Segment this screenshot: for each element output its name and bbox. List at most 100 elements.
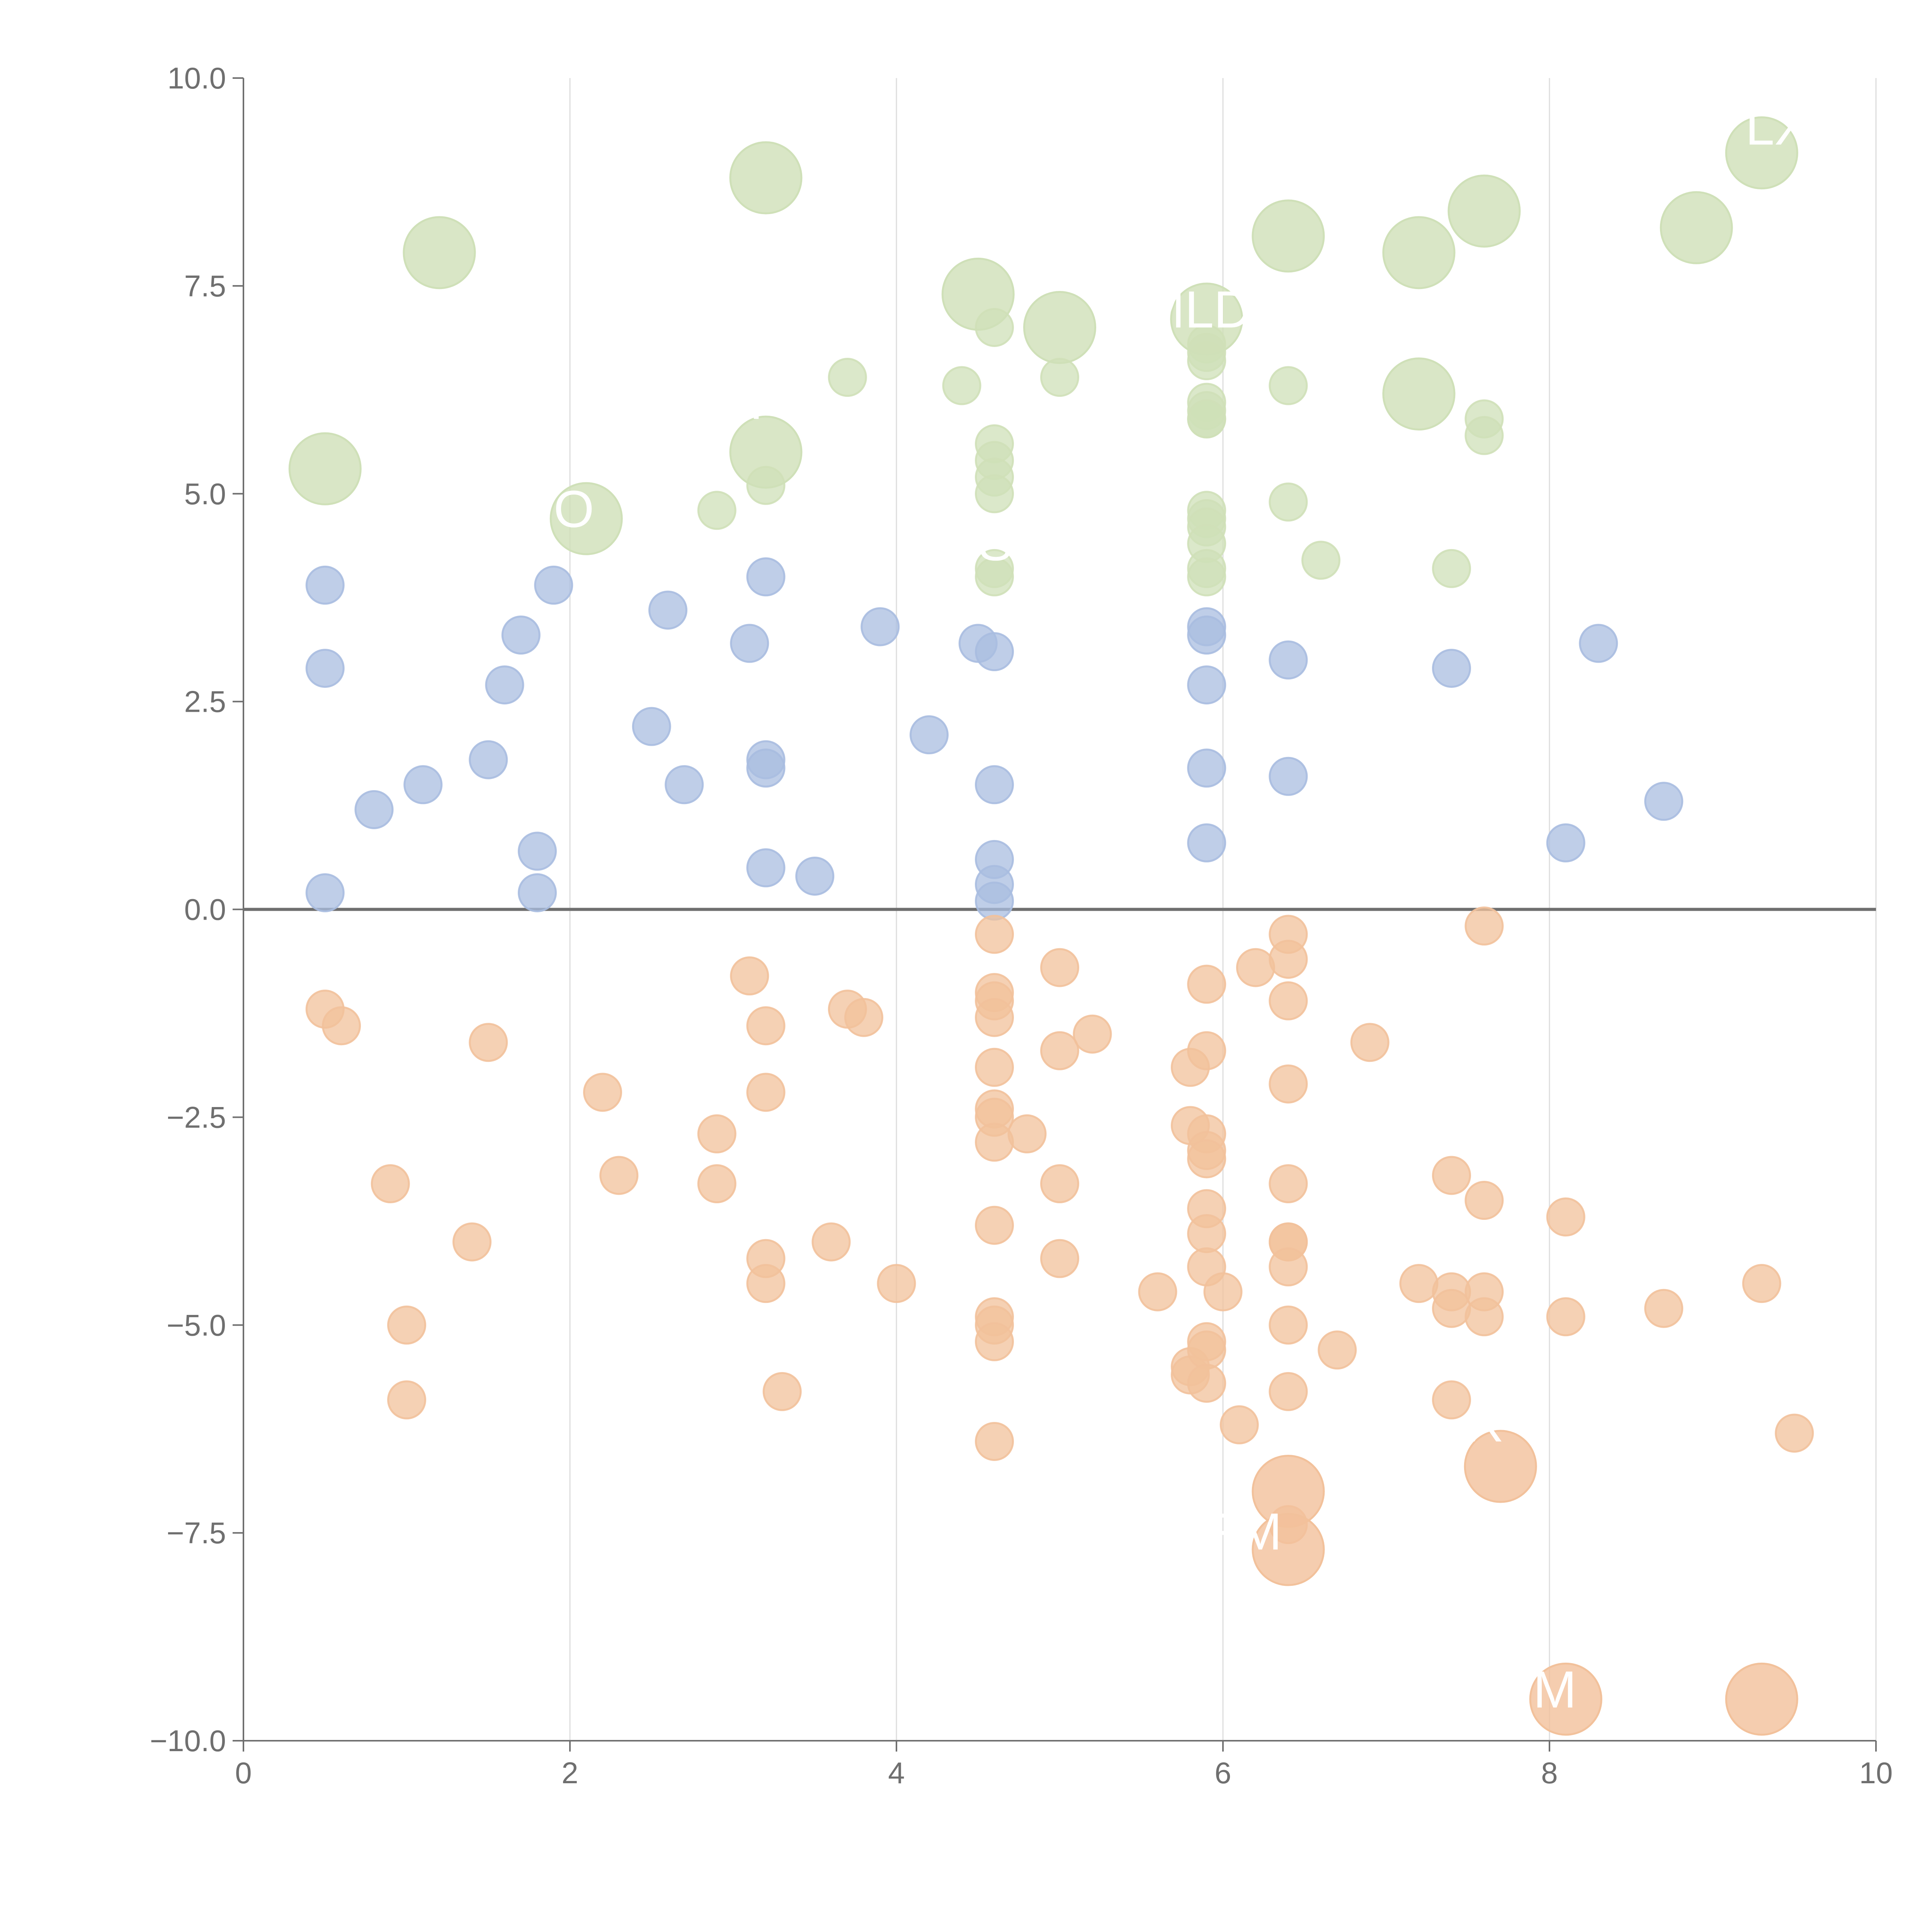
scatter-point [1399,1264,1439,1303]
scatter-point [1432,1289,1471,1328]
scatter-point [975,915,1014,954]
scatter-point [599,1156,639,1195]
scatter-point [1644,782,1684,821]
scatter-point [1464,906,1504,946]
scatter-point [648,590,687,630]
y-tick-label: −2.5 [167,1100,226,1134]
point-label: S [978,513,1013,571]
scatter-point [371,1164,410,1203]
scatter-point [1269,366,1308,405]
scatter-point [746,1006,786,1046]
scatter-point [746,557,786,597]
scatter-point [632,707,671,746]
scatter-point [1187,1214,1226,1253]
scatter-point [1318,1330,1357,1370]
scatter-point [1187,399,1226,439]
scatter-point [534,565,573,605]
scatter-point [1546,823,1585,862]
y-tick-label: −5.0 [167,1308,226,1342]
scatter-point [1040,1239,1079,1278]
x-tick-label: 2 [561,1756,578,1790]
y-tick-label: 10.0 [167,61,226,95]
scatter-point-large [1725,116,1798,190]
scatter-point [1236,948,1275,987]
scatter-point [1269,1372,1308,1411]
scatter-point-large [1464,1430,1537,1503]
y-tick-label: 2.5 [184,685,226,719]
x-tick-label: 6 [1214,1756,1231,1790]
scatter-point [387,1305,426,1345]
scatter-point [1269,1164,1308,1203]
scatter-point [1187,665,1226,705]
scatter-point [1187,748,1226,788]
scatter-point [1040,358,1079,397]
point-labels: MLDX LX O S P FM M X [554,97,1809,1719]
scatter-point-large [549,482,623,555]
point-label: X [1468,1394,1503,1452]
scatter-point [1269,1305,1308,1345]
axes: −10.0 −7.5 −5.0 −2.5 0.0 2.5 5.0 7.5 10.0 0 2 4 6 8 10 [150,61,1893,1790]
scatter-point [1040,948,1079,987]
point-label: MLDX [1141,280,1286,338]
scatter-point [910,715,949,755]
point-label: M [1533,1660,1577,1719]
y-tick-label: 5.0 [184,477,226,511]
scatter-point [1432,1156,1471,1195]
scatter-point [975,632,1014,672]
scatter-point [354,790,394,829]
scatter-point [877,1264,916,1303]
scatter-point [697,1114,736,1153]
scatter-point [1187,823,1226,862]
scatter-point [518,832,557,871]
scatter-point [975,1422,1014,1461]
scatter-point [1187,616,1226,655]
scatter-point [1187,1139,1226,1179]
scatter-point [1350,1023,1389,1062]
scatter-point-large [403,216,476,289]
scatter-point [746,848,786,888]
scatter-point [305,649,345,688]
scatter-point [1187,964,1226,1004]
scatter-point [1644,1289,1684,1328]
scatter-point [975,1322,1014,1361]
scatter-point [1073,1014,1112,1054]
scatter-point [1464,1181,1504,1220]
scatter-point [518,873,557,912]
scatter-point [1432,1380,1471,1420]
scatter-point [485,665,524,705]
y-tick-label: −10.0 [150,1724,226,1758]
scatter-point [730,956,769,996]
point-label: P [750,372,784,430]
scatter-point [811,1222,851,1262]
scatter-point-large [1252,1513,1325,1586]
scatter-point [1269,981,1308,1020]
scatter-point [1432,549,1471,588]
scatter-point [730,624,769,663]
scatter-point [861,607,900,646]
scatter-point [1219,1405,1259,1444]
scatter-point [1040,1031,1079,1070]
scatter-point-large [941,257,1015,331]
point-label: LX [1745,97,1809,156]
scatter-point-large [729,415,803,489]
scatter-point [795,856,835,896]
scatter-point [1579,624,1618,663]
x-tick-label: 8 [1541,1756,1558,1790]
scatter-point [1269,482,1308,522]
scatter-point [1269,1064,1308,1104]
scatter-point [975,1048,1014,1087]
scatter-point [452,1222,492,1262]
scatter-point [1007,1114,1047,1153]
scatter-point [387,1380,426,1420]
x-tick-label: 10 [1859,1756,1893,1790]
scatter-point [762,1372,802,1411]
scatter-point [1269,940,1308,979]
scatter-point [975,998,1014,1037]
x-tick-label: 4 [888,1756,905,1790]
scatter-point [501,616,541,655]
scatter-point [469,740,508,779]
scatter-point [1203,1272,1243,1311]
scatter-point-large [729,141,803,214]
scatter-point [1040,1164,1079,1203]
scatter-point [1301,541,1340,580]
